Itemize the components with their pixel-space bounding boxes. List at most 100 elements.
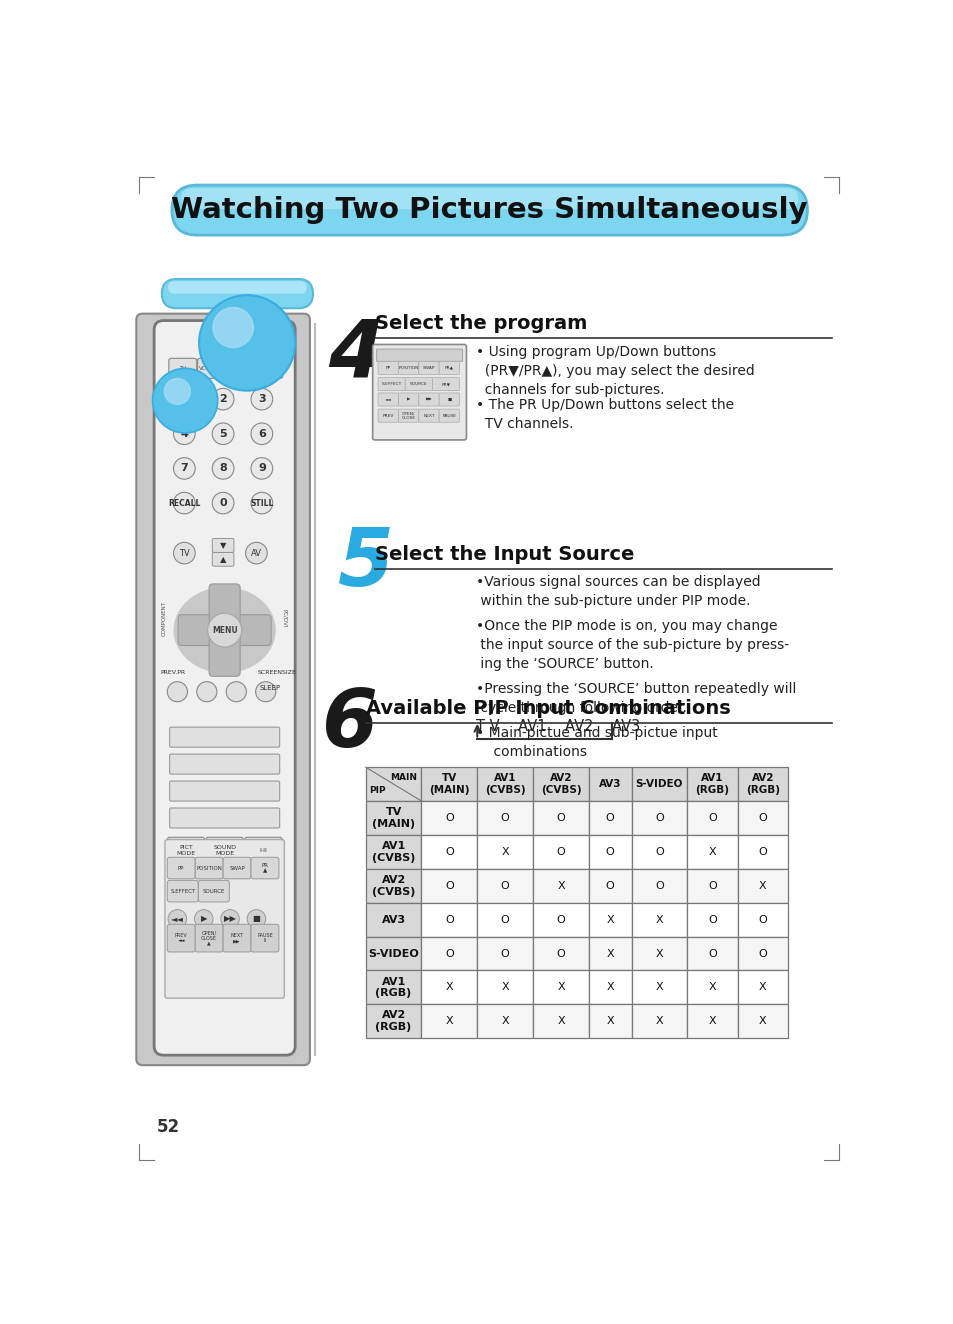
Bar	[686, 970, 737, 1005]
FancyBboxPatch shape	[432, 377, 459, 391]
Text: SOUND
MODE: SOUND MODE	[213, 845, 236, 855]
Bar	[365, 970, 421, 1005]
Bar	[588, 903, 631, 936]
Bar	[476, 1005, 533, 1038]
Text: AV2
(CVBS): AV2 (CVBS)	[372, 875, 415, 896]
Text: O: O	[605, 880, 614, 891]
Text: O: O	[500, 813, 509, 824]
Text: PR▲: PR▲	[444, 365, 454, 369]
Bar	[737, 835, 787, 869]
Text: STILL: STILL	[250, 499, 274, 507]
Text: PP: PP	[178, 866, 184, 871]
Bar	[588, 970, 631, 1005]
Text: 1: 1	[180, 395, 188, 404]
Text: POSITION: POSITION	[398, 365, 418, 369]
Text: 5: 5	[337, 524, 394, 602]
Circle shape	[208, 613, 241, 647]
Text: X: X	[501, 982, 509, 993]
Bar	[476, 903, 533, 936]
Text: X: X	[606, 915, 614, 924]
Text: O: O	[444, 880, 454, 891]
Text: TV
(MAIN): TV (MAIN)	[429, 773, 469, 794]
Bar	[631, 936, 686, 970]
Text: ▲: ▲	[219, 555, 226, 564]
Text: X: X	[501, 847, 509, 857]
Text: ▼: ▼	[219, 542, 226, 549]
Bar	[421, 970, 476, 1005]
Circle shape	[213, 307, 253, 348]
Text: SAT: SAT	[234, 365, 245, 371]
Text: ■: ■	[253, 915, 260, 923]
FancyBboxPatch shape	[154, 320, 294, 1055]
Text: SOURCE: SOURCE	[410, 383, 427, 387]
Text: O: O	[707, 915, 716, 924]
Text: X: X	[655, 982, 662, 993]
Text: SCREENSIZE: SCREENSIZE	[257, 670, 295, 675]
Text: • Main-pictue and sub-pictue input
    combinations: • Main-pictue and sub-pictue input combi…	[476, 727, 717, 759]
Text: X: X	[606, 982, 614, 993]
Circle shape	[173, 422, 195, 445]
Bar	[365, 869, 421, 903]
Text: O: O	[556, 847, 565, 857]
FancyBboxPatch shape	[165, 839, 284, 998]
Text: PR▼: PR▼	[441, 383, 450, 387]
FancyBboxPatch shape	[178, 614, 271, 646]
Circle shape	[168, 910, 187, 928]
Text: S-VIDEO: S-VIDEO	[368, 948, 418, 959]
Text: 8: 8	[219, 463, 227, 474]
Bar	[421, 801, 476, 835]
Text: O: O	[605, 847, 614, 857]
FancyBboxPatch shape	[418, 361, 438, 375]
Text: AV1
(RGB): AV1 (RGB)	[375, 977, 412, 998]
Text: O: O	[655, 880, 663, 891]
Text: AV2
(RGB): AV2 (RGB)	[745, 773, 779, 794]
Circle shape	[173, 458, 195, 479]
Text: MAIN: MAIN	[390, 773, 417, 782]
Text: T V    AV1    AV2    AV3: T V AV1 AV2 AV3	[476, 719, 639, 733]
FancyBboxPatch shape	[376, 350, 462, 361]
Text: O: O	[444, 948, 454, 959]
Text: SWAP: SWAP	[229, 866, 245, 871]
Text: O: O	[758, 847, 766, 857]
Text: PP: PP	[385, 365, 391, 369]
Bar	[737, 936, 787, 970]
Bar	[631, 801, 686, 835]
Text: AV3: AV3	[598, 779, 620, 789]
Circle shape	[173, 388, 195, 410]
Circle shape	[164, 379, 191, 404]
FancyBboxPatch shape	[209, 584, 240, 677]
Text: ■: ■	[447, 397, 451, 401]
FancyBboxPatch shape	[377, 409, 398, 422]
Text: NEXT: NEXT	[423, 413, 435, 417]
Text: •Various signal sources can be displayed
 within the sub-picture under PIP mode.: •Various signal sources can be displayed…	[476, 575, 760, 608]
Text: 6: 6	[322, 686, 378, 764]
Text: O: O	[556, 915, 565, 924]
Text: O: O	[655, 847, 663, 857]
Circle shape	[226, 682, 246, 702]
Bar	[476, 767, 533, 801]
Circle shape	[251, 422, 273, 445]
Text: AV: AV	[251, 548, 262, 557]
Text: •Once the PIP mode is on, you may change
 the input source of the sub-picture by: •Once the PIP mode is on, you may change…	[476, 620, 788, 671]
Text: X: X	[606, 1017, 614, 1026]
Text: O: O	[707, 948, 716, 959]
Text: O: O	[758, 813, 766, 824]
FancyBboxPatch shape	[167, 857, 195, 879]
Text: S.EFFECT: S.EFFECT	[170, 888, 195, 894]
Ellipse shape	[174, 588, 274, 673]
Text: X: X	[557, 982, 564, 993]
FancyBboxPatch shape	[167, 924, 195, 952]
Text: TV: TV	[179, 548, 190, 557]
Text: O: O	[707, 813, 716, 824]
Bar	[686, 801, 737, 835]
FancyBboxPatch shape	[162, 279, 313, 308]
Text: SWAP: SWAP	[422, 365, 435, 369]
Bar	[737, 801, 787, 835]
Bar	[737, 869, 787, 903]
FancyBboxPatch shape	[398, 409, 418, 422]
FancyBboxPatch shape	[195, 924, 223, 952]
Circle shape	[173, 493, 195, 514]
FancyBboxPatch shape	[170, 781, 279, 801]
Text: TV
(MAIN): TV (MAIN)	[372, 808, 415, 829]
Bar	[365, 936, 421, 970]
